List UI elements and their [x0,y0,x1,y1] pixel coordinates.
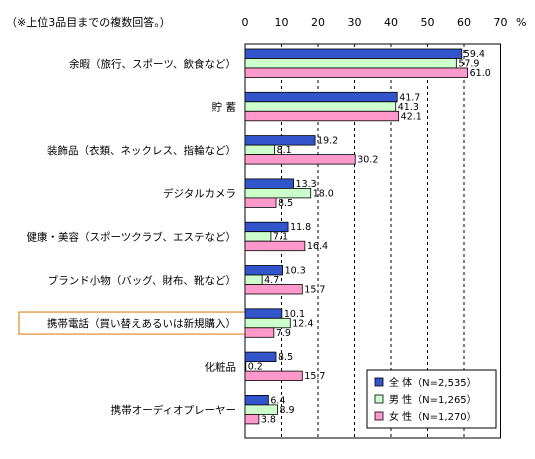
data-label-0-2: 61.0 [470,68,491,79]
data-label-4-1: 7.1 [273,232,288,243]
axis-unit-label: % [516,16,526,29]
category-label-4: 健康・美容（スポーツクラブ、エステなど） [27,230,236,243]
legend-label-2: 女 性（N=1,270） [389,410,477,423]
bar-3-series-2 [244,197,277,208]
category-label-5: ブランド小物（バッグ、財布、靴など） [48,274,236,287]
data-label-3-0: 13.3 [296,179,317,190]
data-label-2-2: 30.2 [357,155,378,166]
data-label-4-0: 11.8 [290,222,311,233]
bar-4-series-2 [244,240,306,252]
data-label-1-0: 41.7 [399,92,420,103]
x-tick-label-2: 20 [311,16,325,29]
chart-note: （※上位3品目までの複数回答。） [6,15,171,29]
category-label-8: 携帯オーディオプレーヤー [111,404,236,417]
bar-6-series-2 [244,327,275,338]
data-label-8-0: 6.4 [270,395,285,406]
bar-3-series-1 [244,187,312,199]
legend-label-1: 男 性（N=1,265） [389,393,477,406]
bar-2-series-2 [244,154,356,165]
data-label-2-0: 19.2 [317,136,338,147]
x-tick-label-5: 50 [421,16,435,29]
bar-1-series-2 [244,110,400,122]
bar-2-series-1 [244,144,275,156]
data-label-4-2: 16.4 [307,241,328,252]
data-label-7-1: 0.2 [248,362,263,373]
data-label-3-2: 8.5 [278,198,293,209]
bar-1-series-1 [244,101,397,112]
data-label-8-2: 3.8 [261,414,276,425]
data-label-0-1: 57.9 [458,59,479,70]
data-label-5-2: 15.7 [304,285,325,296]
bar-1-series-0 [244,91,398,103]
bar-0-series-2 [244,67,469,78]
bar-6-series-0 [244,308,283,319]
data-label-8-1: 8.9 [279,405,294,416]
bar-6-series-1 [244,317,291,329]
bar-7-series-2 [244,370,303,382]
data-label-6-0: 10.1 [284,309,305,320]
x-tick-label-1: 10 [275,16,289,29]
data-label-7-2: 15.7 [304,371,325,382]
data-label-3-1: 18.0 [313,188,334,199]
data-label-0-0: 59.4 [464,49,485,60]
bar-5-series-2 [244,284,303,295]
bar-0-series-1 [244,58,457,69]
bar-7-series-0 [244,351,277,363]
x-tick-label-4: 40 [384,16,398,29]
data-label-1-2: 42.1 [401,111,422,122]
category-label-7: 化粧品 [205,360,237,373]
data-label-2-1: 8.1 [277,145,292,156]
data-label-5-1: 4.7 [264,275,279,286]
data-label-1-1: 41.3 [398,102,419,113]
category-label-0: 余暇（旅行、スポーツ、飲食など） [69,57,236,70]
data-label-7-0: 8.5 [278,352,293,363]
category-label-3: デジタルカメラ [163,187,236,200]
x-tick-label-7: 70 [494,16,508,29]
bar-4-series-1 [244,231,272,242]
legend-swatch-1 [374,394,384,404]
x-tick-label-6: 60 [457,16,471,29]
bar-4-series-0 [244,221,289,233]
x-tick-label-3: 30 [348,16,362,29]
bar-8-series-2 [244,413,260,425]
category-label-2: 装飾品（衣類、ネックレス、指輪など） [47,144,236,157]
bar-0-series-0 [244,48,463,59]
category-label-1: 貯 蓄 [212,102,236,114]
bar-8-series-0 [244,394,269,406]
x-tick-label-0: 0 [242,16,249,29]
bar-3-series-0 [244,178,294,189]
legend-label-0: 全 体（N=2,535） [389,376,477,389]
data-label-6-1: 12.4 [292,318,313,329]
category-label-6: 携帯電話（買い替えあるいは新規購入） [47,317,236,330]
data-label-6-2: 7.9 [276,328,291,339]
bar-5-series-1 [244,274,263,285]
bar-2-series-0 [244,135,316,146]
bar-5-series-0 [244,265,283,276]
bar-8-series-1 [244,404,278,415]
legend-swatch-0 [374,377,384,387]
bar-7-series-1 [244,361,247,372]
data-label-5-0: 10.3 [285,266,306,277]
legend-box [366,369,497,429]
legend-swatch-2 [374,411,384,421]
